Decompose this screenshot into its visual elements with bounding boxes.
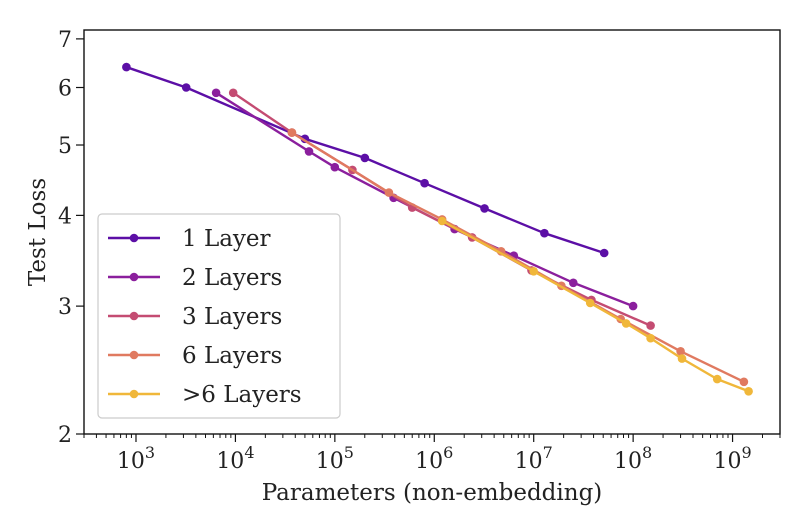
y-tick-label: 3 <box>58 295 72 320</box>
data-point <box>384 188 394 197</box>
data-point <box>529 267 538 276</box>
series-layer <box>122 62 753 396</box>
data-point <box>420 178 429 188</box>
data-point <box>122 62 131 72</box>
legend-items: 1 Layer 2 Layers 3 Layers 6 Layers >6 Layers <box>108 226 302 408</box>
legend-swatch-marker <box>129 272 139 282</box>
legend-swatch-marker <box>129 389 139 399</box>
legend-label: 2 Layers <box>182 265 282 291</box>
data-point <box>677 354 687 363</box>
legend-item: 1 Layer <box>108 226 271 252</box>
series-4 <box>437 216 753 396</box>
y-tick-label: 4 <box>58 204 72 229</box>
data-point <box>540 228 549 238</box>
data-point <box>621 319 631 328</box>
x-tick-label: 109 <box>713 443 751 474</box>
data-point <box>712 374 722 384</box>
legend-label: 6 Layers <box>182 343 282 369</box>
legend-item: 3 Layers <box>108 304 282 330</box>
x-tick-label: 105 <box>316 443 354 474</box>
legend-item: >6 Layers <box>108 382 302 408</box>
data-point <box>599 248 609 258</box>
x-tick-label: 103 <box>117 443 155 474</box>
y-tick-label: 5 <box>58 134 72 159</box>
data-point <box>437 216 447 226</box>
data-point <box>360 153 370 163</box>
data-point <box>181 83 191 92</box>
y-axis-label: Test Loss <box>25 178 51 286</box>
axis-ticks <box>76 38 781 442</box>
legend-item: 2 Layers <box>108 265 282 291</box>
series-line <box>441 219 750 393</box>
legend-label: 1 Layer <box>182 226 271 252</box>
data-point <box>646 333 655 343</box>
data-point <box>646 321 655 330</box>
x-tick-label: 107 <box>515 443 553 474</box>
y-tick-label: 7 <box>58 28 72 53</box>
legend-label: >6 Layers <box>182 382 302 408</box>
data-point <box>585 298 595 308</box>
data-point <box>569 278 578 288</box>
legend-label: 3 Layers <box>182 304 282 330</box>
legend-swatch-marker <box>129 233 139 243</box>
x-axis-label: Parameters (non-embedding) <box>262 480 603 506</box>
data-point <box>628 301 638 311</box>
series-0 <box>122 62 609 258</box>
legend: 1 Layer 2 Layers 3 Layers 6 Layers >6 Layers <box>97 213 341 419</box>
legend-item: 6 Layers <box>108 343 282 369</box>
data-point <box>287 128 297 137</box>
series-line <box>126 65 605 255</box>
y-tick-label: 2 <box>58 423 72 448</box>
x-tick-label: 104 <box>216 443 254 474</box>
data-point <box>228 88 238 98</box>
data-point <box>676 347 685 356</box>
x-tick-label: 106 <box>415 443 453 474</box>
legend-swatch-marker <box>129 311 139 321</box>
data-point <box>480 204 489 213</box>
tick-labels: 103 104 105 106 107 108 109 2 3 4 5 6 7 <box>58 28 752 474</box>
data-point <box>304 147 314 156</box>
x-tick-label: 108 <box>614 443 652 474</box>
data-point <box>211 88 221 98</box>
data-point <box>330 162 340 172</box>
y-tick-label: 6 <box>58 77 72 102</box>
legend-frame <box>97 213 341 419</box>
legend-swatch-marker <box>129 350 139 360</box>
data-point <box>744 387 753 396</box>
data-point <box>739 377 749 387</box>
